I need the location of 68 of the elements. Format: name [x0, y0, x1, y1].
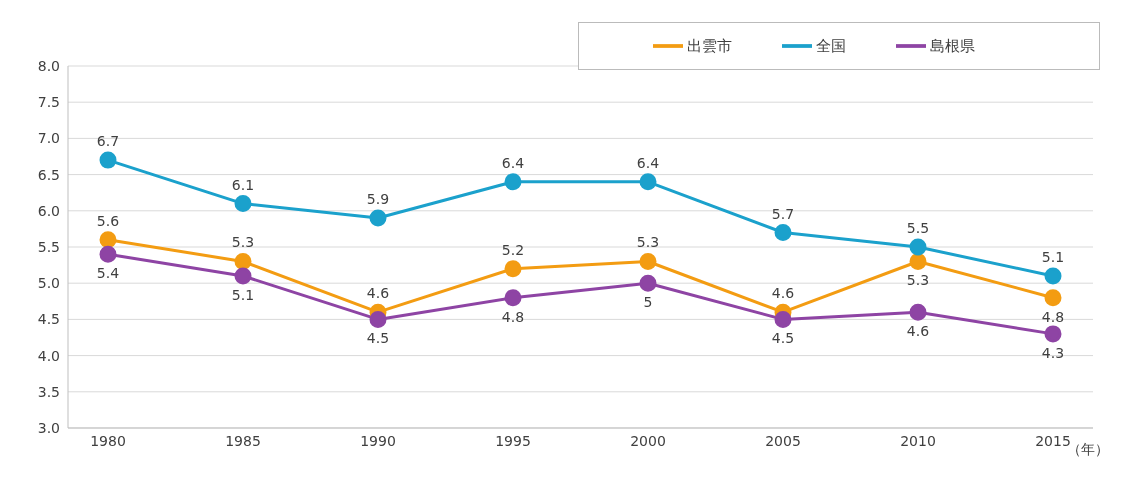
- data-label: 6.7: [96, 133, 120, 150]
- y-tick-label: 5.5: [37, 238, 60, 255]
- data-label: 5.7: [771, 205, 795, 222]
- point: [504, 173, 522, 191]
- data-label: 6.4: [501, 154, 525, 171]
- x-tick-label: 2010: [900, 432, 936, 449]
- y-tick-label: 5.0: [37, 275, 60, 292]
- data-label: 4.6: [906, 323, 930, 340]
- point: [369, 209, 387, 227]
- point: [99, 245, 117, 263]
- y-tick-label: 6.0: [37, 202, 60, 219]
- point: [1044, 325, 1062, 343]
- point: [639, 173, 657, 191]
- data-label: 5.6: [96, 212, 120, 229]
- data-label: 5.4: [96, 265, 120, 282]
- y-tick-label: 7.5: [37, 94, 60, 111]
- point: [234, 267, 252, 285]
- y-tick-label: 3.0: [37, 419, 60, 436]
- x-tick-label: 1985: [225, 432, 261, 449]
- y-tick-label: 4.5: [37, 311, 60, 328]
- data-label: 6.1: [231, 176, 255, 193]
- data-label: 4.6: [771, 285, 795, 302]
- x-tick-label: 2005: [765, 432, 801, 449]
- data-label: 4.5: [366, 330, 390, 347]
- legend-label: 全国: [816, 36, 846, 55]
- point: [909, 303, 927, 321]
- data-label: 5: [643, 294, 653, 311]
- point: [909, 252, 927, 270]
- data-label: 4.8: [1041, 308, 1065, 325]
- data-label: 6.4: [636, 154, 660, 171]
- x-tick-label: 2015: [1035, 432, 1071, 449]
- point: [369, 310, 387, 328]
- point: [774, 224, 792, 242]
- data-label: 4.3: [1041, 344, 1065, 361]
- point: [234, 195, 252, 213]
- data-label: 4.6: [366, 285, 390, 302]
- data-label: 4.5: [771, 330, 795, 347]
- point: [1044, 289, 1062, 307]
- data-label: 5.2: [501, 241, 525, 258]
- y-tick-label: 8.0: [37, 57, 60, 74]
- data-label: 5.5: [906, 220, 930, 236]
- y-tick-label: 4.0: [37, 347, 60, 364]
- point: [774, 310, 792, 328]
- data-label: 5.3: [906, 272, 930, 289]
- point: [504, 260, 522, 278]
- point: [639, 274, 657, 292]
- point: [1044, 267, 1062, 285]
- point: [99, 231, 117, 249]
- x-tick-label: 1980: [90, 432, 126, 449]
- data-label: 5.1: [1041, 248, 1065, 265]
- point: [639, 252, 657, 270]
- data-label: 5.3: [231, 234, 255, 251]
- y-tick-label: 7.0: [37, 130, 60, 147]
- point: [909, 238, 927, 256]
- x-tick-label: 1990: [360, 432, 396, 449]
- data-label: 5.3: [636, 234, 660, 251]
- x-tick-label: 2000: [630, 432, 666, 449]
- data-label: 5.1: [231, 286, 255, 303]
- point: [99, 151, 117, 169]
- point: [234, 252, 252, 270]
- legend-label: 出雲市: [687, 36, 732, 55]
- legend-label: 島根県: [930, 36, 975, 55]
- data-label: 5.9: [366, 191, 390, 208]
- data-label: 4.8: [501, 308, 525, 325]
- y-tick-label: 3.5: [37, 383, 60, 400]
- point: [504, 289, 522, 307]
- x-tick-label: 1995: [495, 432, 531, 449]
- y-tick-label: 6.5: [37, 166, 60, 183]
